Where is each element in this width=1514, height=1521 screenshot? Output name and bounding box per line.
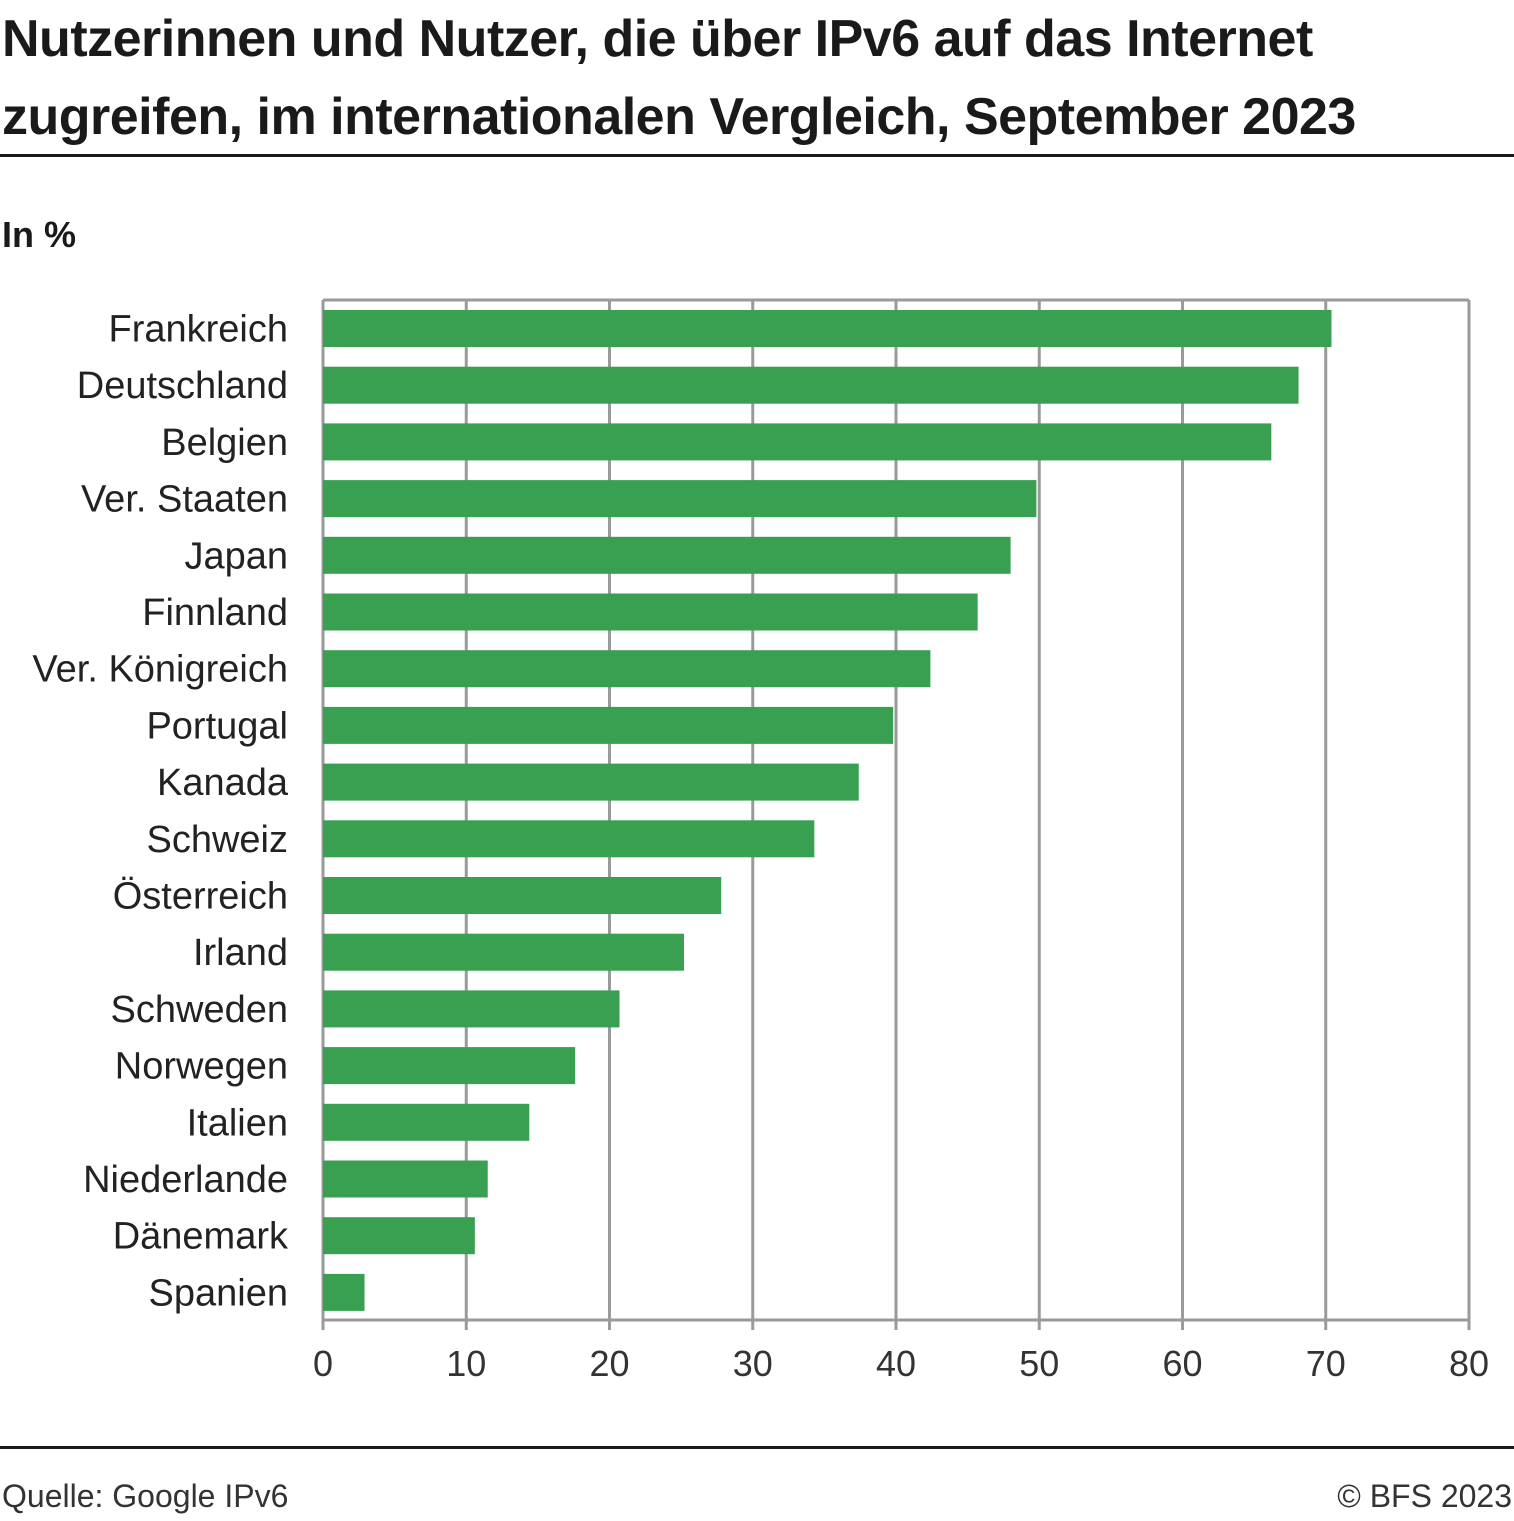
tick-label-layer: 0 10 20 30 40 50 60 70 80 <box>313 1343 1489 1384</box>
x-tick-label: 60 <box>1162 1343 1202 1384</box>
x-tick-label: 80 <box>1449 1343 1489 1384</box>
category-label: Dänemark <box>113 1216 289 1258</box>
unit-label: In % <box>2 214 77 255</box>
bar <box>323 877 722 914</box>
x-tick-label: 10 <box>446 1343 486 1384</box>
category-label: Finnland <box>142 592 288 634</box>
bar <box>323 1273 365 1311</box>
bar <box>323 1103 530 1141</box>
copyright-note: © BFS 2023 <box>1337 1478 1512 1514</box>
grid-layer <box>321 298 1471 1330</box>
category-label: Kanada <box>157 762 289 804</box>
bar <box>323 480 1037 518</box>
chart-title: Nutzerinnen und Nutzer, die über IPv6 au… <box>2 0 1512 156</box>
category-label: Schweden <box>111 989 288 1031</box>
title-line-2: zugreifen, im internationalen Vergleich,… <box>2 88 1356 146</box>
category-label: Japan <box>184 535 288 577</box>
bar <box>323 820 815 858</box>
x-tick-label: 40 <box>876 1343 916 1384</box>
category-label: Irland <box>193 932 288 974</box>
bar <box>323 593 978 631</box>
category-label: Portugal <box>146 705 288 747</box>
category-label: Österreich <box>113 876 288 918</box>
bar <box>323 1160 488 1198</box>
bar-chart: Frankreich Deutschland Belgien Ver. Staaten… <box>32 298 1489 1384</box>
category-label: Ver. Staaten <box>81 479 288 521</box>
title-line-1: Nutzerinnen und Nutzer, die über IPv6 au… <box>2 10 1313 68</box>
category-label: Spanien <box>149 1272 288 1314</box>
category-label-layer: Frankreich Deutschland Belgien Ver. Staaten… <box>32 309 289 1315</box>
bar <box>323 1047 576 1085</box>
bar <box>323 763 859 801</box>
x-tick-label: 20 <box>589 1343 629 1384</box>
category-label: Norwegen <box>115 1046 288 1088</box>
x-tick-label: 0 <box>313 1343 333 1384</box>
category-label: Italien <box>187 1102 288 1144</box>
category-label: Ver. Königreich <box>32 649 288 691</box>
bar <box>323 706 894 744</box>
category-label: Deutschland <box>77 365 288 407</box>
bar <box>323 536 1011 574</box>
category-label: Belgien <box>161 422 288 464</box>
title-divider <box>0 154 1514 157</box>
bar <box>323 990 620 1028</box>
x-tick-label: 50 <box>1019 1343 1059 1384</box>
category-label: Niederlande <box>83 1159 288 1201</box>
bar-layer <box>323 310 1332 1311</box>
bar <box>323 423 1272 461</box>
bar <box>323 366 1299 404</box>
footer-divider <box>0 1446 1514 1449</box>
bar <box>323 933 684 971</box>
x-tick-label: 70 <box>1306 1343 1346 1384</box>
source-note: Quelle: Google IPv6 <box>2 1478 289 1514</box>
x-tick-label: 30 <box>733 1343 773 1384</box>
category-label: Frankreich <box>109 309 289 351</box>
bar <box>323 1217 475 1255</box>
bar <box>323 310 1332 347</box>
category-label: Schweiz <box>147 819 289 861</box>
bar <box>323 650 931 688</box>
